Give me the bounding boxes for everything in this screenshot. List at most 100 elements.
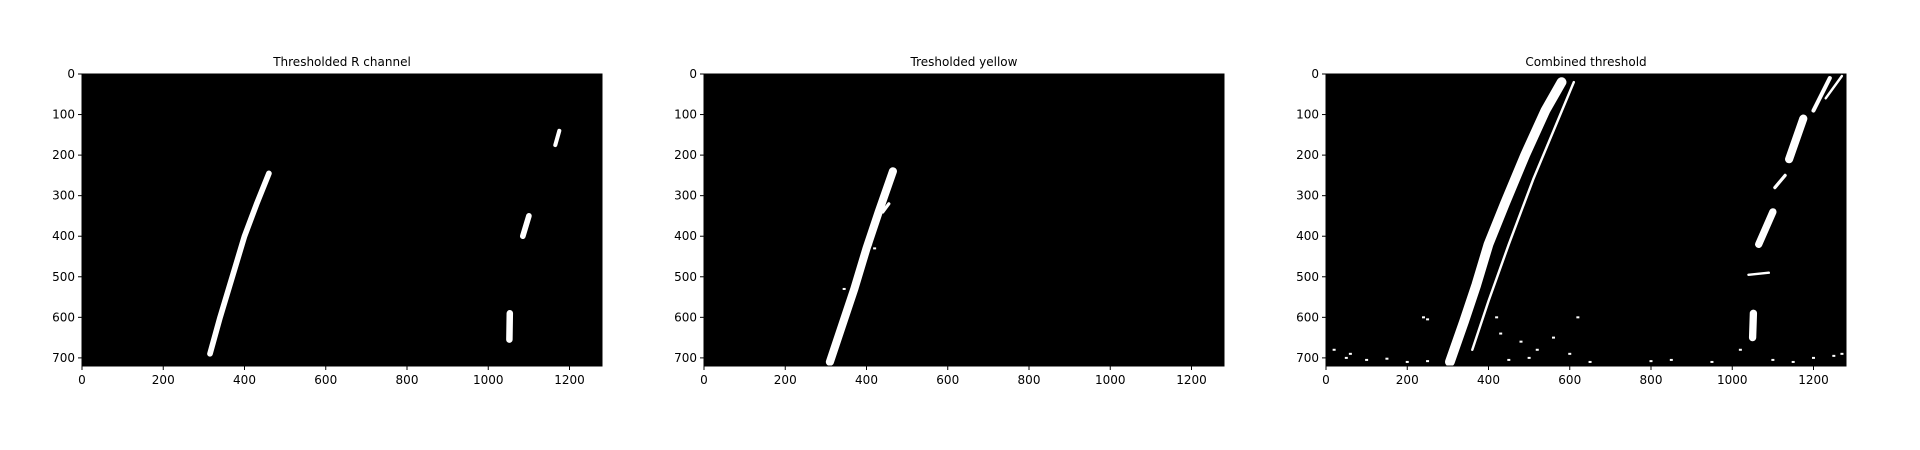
x-tick-label: 1000 — [473, 373, 504, 387]
x-tick-label: 600 — [314, 373, 337, 387]
x-tick-label: 200 — [152, 373, 175, 387]
x-tick-label: 1200 — [554, 373, 585, 387]
y-tick-label: 400 — [674, 229, 697, 243]
x-tick-label: 1000 — [1717, 373, 1748, 387]
lane-pixels — [1755, 208, 1777, 248]
x-tick-label: 1200 — [1798, 373, 1829, 387]
x-tick-label: 200 — [1396, 373, 1419, 387]
x-tick-label: 1200 — [1176, 373, 1207, 387]
lane-pixels — [1471, 80, 1576, 352]
noise-pixel — [1812, 356, 1815, 359]
noise-pixel — [1499, 332, 1503, 335]
noise-pixel — [1649, 360, 1653, 363]
y-tick-label: 500 — [52, 270, 75, 284]
noise-pixel — [1519, 340, 1523, 343]
y-tick-label: 400 — [52, 229, 75, 243]
y-tick-label: 300 — [1296, 189, 1319, 203]
noise-pixel — [1507, 358, 1511, 361]
y-tick-label: 200 — [674, 148, 697, 162]
noise-pixel — [873, 247, 877, 250]
image-area — [82, 74, 602, 366]
y-tick-label: 600 — [52, 310, 75, 324]
axes-frame — [703, 73, 1225, 367]
lane-pixels — [825, 167, 897, 366]
lane-pixels — [1747, 271, 1771, 277]
x-tick-label: 0 — [1322, 373, 1330, 387]
noise-pixel — [1669, 358, 1673, 361]
lane-pixels — [1445, 77, 1567, 367]
noise-pixel — [1527, 356, 1531, 359]
y-tick-label: 600 — [674, 310, 697, 324]
noise-pixel — [1426, 318, 1430, 321]
y-tick-label: 200 — [1296, 148, 1319, 162]
y-tick-label: 0 — [67, 67, 75, 81]
chart-title: Thresholded R channel — [272, 55, 411, 69]
x-tick-label: 1000 — [1095, 373, 1126, 387]
x-tick-label: 600 — [936, 373, 959, 387]
noise-pixel — [1422, 316, 1425, 319]
noise-pixel — [1344, 356, 1348, 359]
noise-pixel — [1348, 352, 1352, 355]
x-tick-label: 800 — [396, 373, 419, 387]
y-tick-label: 100 — [52, 108, 75, 122]
x-tick-label: 400 — [233, 373, 256, 387]
image-area — [704, 74, 1224, 366]
y-tick-label: 700 — [52, 351, 75, 365]
noise-pixel — [848, 300, 852, 303]
x-tick-label: 600 — [1558, 373, 1581, 387]
lane-pixels — [1785, 114, 1808, 164]
noise-pixel — [1840, 352, 1844, 355]
x-tick-label: 800 — [1640, 373, 1663, 387]
chart-title: Tresholded yellow — [910, 55, 1018, 69]
y-tick-label: 700 — [674, 351, 697, 365]
y-tick-label: 700 — [1296, 351, 1319, 365]
y-tick-label: 0 — [689, 67, 697, 81]
lane-pixels — [1748, 309, 1758, 342]
y-tick-label: 300 — [52, 189, 75, 203]
y-tick-label: 100 — [1296, 108, 1319, 122]
y-tick-label: 500 — [674, 270, 697, 284]
x-tick-label: 200 — [774, 373, 797, 387]
noise-pixel — [1738, 348, 1742, 351]
noise-pixel — [1332, 348, 1336, 351]
y-tick-label: 100 — [674, 108, 697, 122]
lane-pixels — [519, 213, 532, 240]
noise-pixel — [1552, 336, 1555, 339]
chart-title: Combined threshold — [1525, 55, 1646, 69]
lane-pixels — [207, 170, 272, 357]
noise-pixel — [1588, 360, 1592, 363]
noise-pixel — [1568, 352, 1572, 355]
lane-pixels — [1824, 74, 1844, 100]
y-tick-label: 600 — [1296, 310, 1319, 324]
noise-pixel — [1405, 360, 1409, 363]
y-tick-label: 300 — [674, 189, 697, 203]
noise-pixel — [1771, 358, 1775, 361]
x-tick-label: 0 — [78, 373, 86, 387]
y-tick-label: 400 — [1296, 229, 1319, 243]
x-tick-label: 0 — [700, 373, 708, 387]
panel-3: Combined threshold 0 200 400 600 800 1000 1200 0… — [1296, 55, 1847, 387]
noise-pixel — [1535, 348, 1539, 351]
noise-pixel — [1710, 360, 1714, 363]
x-tick-label: 800 — [1018, 373, 1041, 387]
axes-frame — [1325, 73, 1847, 367]
lane-pixels — [553, 128, 562, 148]
y-tick-label: 0 — [1311, 67, 1319, 81]
x-tick-label: 400 — [1477, 373, 1500, 387]
noise-pixel — [1365, 358, 1369, 361]
noise-pixel — [1495, 316, 1499, 319]
noise-pixel — [1426, 360, 1430, 363]
noise-pixel — [869, 243, 873, 246]
noise-pixel — [1791, 360, 1795, 363]
y-tick-label: 500 — [1296, 270, 1319, 284]
y-tick-label: 200 — [52, 148, 75, 162]
lane-pixels — [1773, 173, 1787, 190]
lane-pixels — [1811, 76, 1832, 113]
axes-frame — [81, 73, 603, 367]
noise-pixel — [1385, 357, 1389, 360]
noise-pixel — [1576, 316, 1580, 319]
x-tick-label: 400 — [855, 373, 878, 387]
noise-pixel — [842, 287, 846, 290]
